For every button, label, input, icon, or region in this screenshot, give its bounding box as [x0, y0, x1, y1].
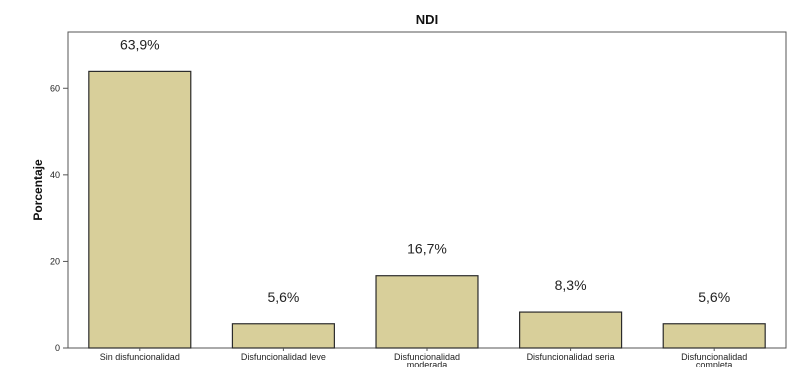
data-label: 8,3% — [555, 277, 587, 293]
bar — [88, 70, 192, 349]
data-label: 5,6% — [698, 289, 730, 305]
bar — [662, 323, 766, 349]
bar — [519, 311, 623, 349]
x-tick-label: Disfuncionalidad moderada — [394, 352, 460, 367]
x-tick-label: Sin disfuncionalidad — [100, 352, 180, 362]
chart-marks: 0 20 40 60 63,9% Sin disfuncionalidad 5,6% Disf… — [50, 36, 766, 367]
chart-title: NDI — [416, 12, 438, 27]
bar — [375, 275, 479, 349]
bar — [231, 323, 335, 349]
x-tick-label: Disfuncionalidad leve — [241, 352, 326, 362]
data-label: 63,9% — [120, 36, 160, 52]
y-tick-label: 60 — [50, 83, 60, 93]
y-tick-label: 0 — [55, 343, 60, 353]
x-tick-label: Disfuncionalidad completa — [681, 352, 747, 367]
data-label: 5,6% — [267, 289, 299, 305]
x-tick-label: Disfuncionalidad seria — [527, 352, 615, 362]
data-label: 16,7% — [407, 241, 447, 257]
y-tick-label: 40 — [50, 170, 60, 180]
y-axis-label: Porcentaje — [31, 159, 45, 221]
y-tick-label: 20 — [50, 256, 60, 266]
